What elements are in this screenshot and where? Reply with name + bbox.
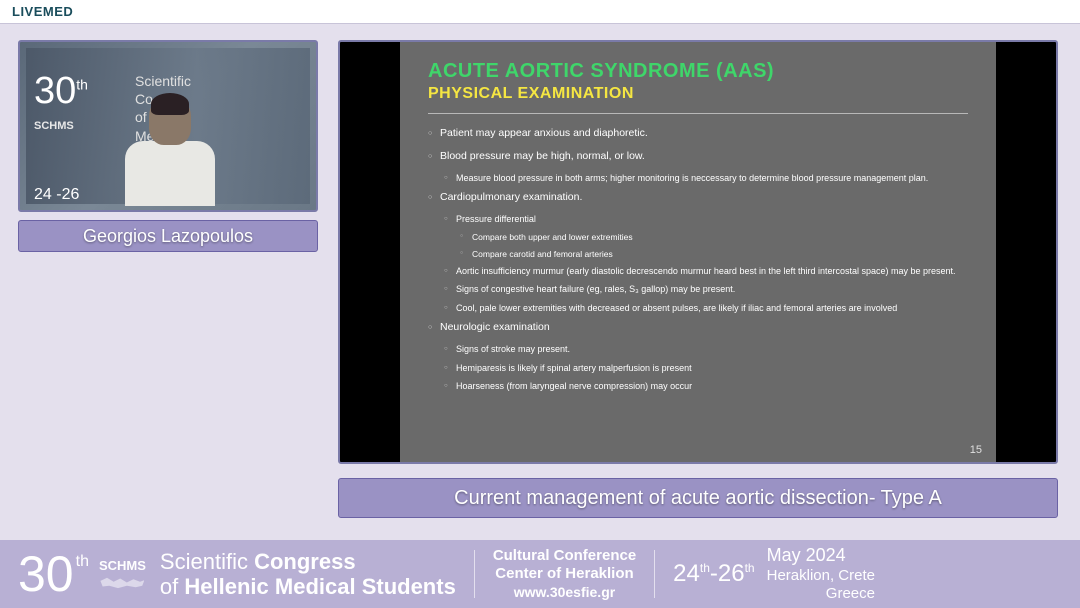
footer-loc-l2: Greece [767, 585, 875, 603]
slide-content-area: ACUTE AORTIC SYNDROME (AAS) PHYSICAL EXA… [400, 42, 996, 462]
footer-dates: 24th-26th [673, 560, 754, 588]
slide-bullets: Patient may appear anxious and diaphoret… [428, 126, 968, 394]
footer-thirty-sup: th [76, 553, 89, 571]
speaker-video[interactable]: 30th SCHMS Scientific Co of H Me 24 -26 [18, 40, 318, 212]
footer-venue-l1: Cultural Conference [493, 547, 636, 566]
footer-separator-1 [474, 550, 475, 598]
top-bar: LIVEMED [0, 0, 1080, 24]
slide-bullet: Cardiopulmonary examination. [428, 190, 968, 206]
footer-month: May [767, 545, 801, 565]
slide-bullet: Compare carotid and femoral arteries [428, 248, 968, 261]
speaker-name-banner: Georgios Lazopoulos [18, 220, 318, 252]
footer-year: 2024 [806, 545, 846, 565]
slide-bullet: Compare both upper and lower extremities [428, 231, 968, 244]
footer-schms-text: SCHMS [99, 558, 146, 573]
footer-d1-sup: th [700, 561, 710, 575]
slide-bullet: Patient may appear anxious and diaphoret… [428, 126, 968, 142]
slide-bullet: Neurologic examination [428, 320, 968, 336]
footer-loc-l1: Heraklion, Crete [767, 567, 875, 585]
footer-dsep: - [710, 560, 718, 587]
main-area: 30th SCHMS Scientific Co of H Me 24 -26 … [0, 24, 1080, 518]
footer-venue-url: www.30esfie.gr [493, 584, 636, 602]
footer-d2: 26 [718, 560, 745, 587]
slide-bullet: Hemiparesis is likely if spinal artery m… [428, 362, 968, 376]
footer-t-l2a: of [160, 574, 178, 599]
footer-thirty: 30th [18, 545, 89, 603]
footer-title-line2: of Hellenic Medical Students [160, 574, 456, 599]
speaker-hair [151, 93, 189, 115]
footer-thirty-num: 30 [18, 545, 74, 603]
slide-title-2: PHYSICAL EXAMINATION [428, 85, 968, 103]
slide-bullet: Signs of congestive heart failure (eg, r… [428, 283, 968, 297]
speaker-figure [120, 97, 220, 212]
footer-t-l1a: Scientific [160, 549, 248, 574]
footer-title-line1: Scientific Congress [160, 549, 456, 574]
footer-t-l1b: Congress [254, 549, 355, 574]
footer-d1: 24 [673, 560, 700, 587]
footer-loc-line1: May 2024 [767, 545, 875, 567]
slide-page-number: 15 [970, 444, 982, 456]
thumb-thirty-sup: th [76, 76, 88, 92]
slide-bullet: Aortic insufficiency murmur (early diast… [428, 265, 968, 279]
slide-bullet: Cool, pale lower extremities with decrea… [428, 302, 968, 316]
slide-bullet: Measure blood pressure in both arms; hig… [428, 172, 968, 186]
right-column: ACUTE AORTIC SYNDROME (AAS) PHYSICAL EXA… [338, 40, 1062, 518]
thumb-conf-l1: Scientific [135, 72, 191, 90]
slide-bullet: Hoarseness (from laryngeal nerve compres… [428, 380, 968, 394]
brand-logo: LIVEMED [12, 4, 73, 19]
footer-schms-block: SCHMS [99, 558, 146, 591]
presentation-title-banner: Current management of acute aortic disse… [338, 478, 1058, 518]
footer-venue-l2: Center of Heraklion [493, 565, 636, 584]
slide-bullet: Signs of stroke may present. [428, 343, 968, 357]
speaker-body [125, 141, 215, 206]
footer-separator-2 [654, 550, 655, 598]
footer-t-l2b: Hellenic Medical Students [184, 574, 455, 599]
slide-bullet: Pressure differential [428, 213, 968, 227]
thumb-schms: SCHMS [34, 120, 74, 132]
footer-banner: 30th SCHMS Scientific Congress of Hellen… [0, 540, 1080, 608]
left-column: 30th SCHMS Scientific Co of H Me 24 -26 … [18, 40, 318, 518]
thumb-dates-text: 24 -26 [34, 186, 79, 203]
slide-divider [428, 113, 968, 114]
slide-title-1: ACUTE AORTIC SYNDROME (AAS) [428, 60, 968, 83]
slide-bullet: Blood pressure may be high, normal, or l… [428, 149, 968, 165]
footer-congress-title: Scientific Congress of Hellenic Medical … [160, 549, 456, 600]
speaker-head [149, 97, 191, 145]
presentation-slide[interactable]: ACUTE AORTIC SYNDROME (AAS) PHYSICAL EXA… [338, 40, 1058, 464]
crete-icon [100, 575, 144, 591]
footer-venue: Cultural Conference Center of Heraklion … [493, 547, 636, 602]
footer-location: May 2024 Heraklion, Crete Greece [767, 545, 875, 603]
thumb-thirty-num: 30 [34, 70, 76, 112]
thumb-dates: 24 -26 [34, 186, 79, 204]
footer-d2-sup: th [745, 561, 755, 575]
thumb-thirty: 30th [34, 70, 88, 113]
